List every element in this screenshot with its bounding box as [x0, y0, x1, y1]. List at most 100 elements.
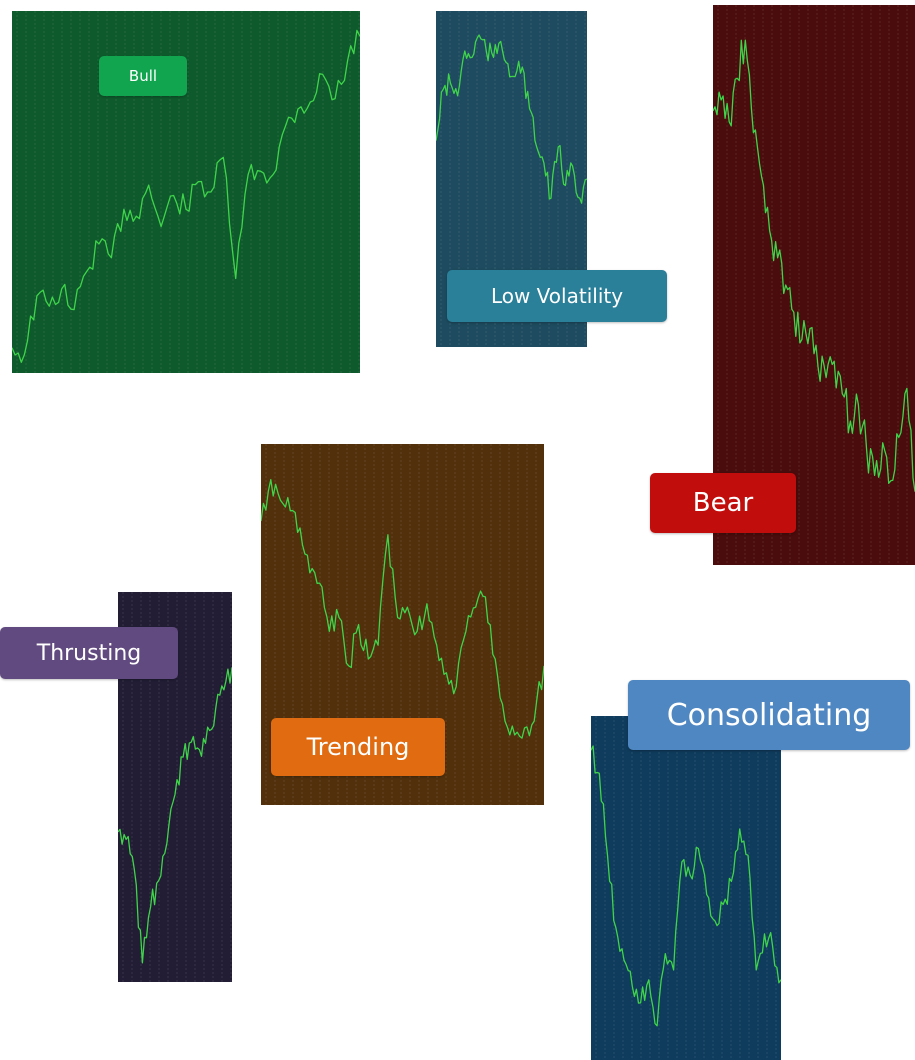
bear-data-point: [849, 420, 851, 422]
thrusting-data-point: [125, 838, 127, 840]
consolidating-data-point: [689, 874, 691, 876]
consolidating-data-point: [681, 861, 683, 863]
thrusting-data-point: [198, 749, 200, 751]
consolidating-data-point: [714, 920, 716, 922]
trending-data-point: [299, 527, 301, 529]
consolidating-data-point: [615, 926, 617, 928]
trending-data-point: [445, 672, 447, 674]
bear-chart: [713, 5, 915, 565]
bull-data-point: [297, 108, 299, 110]
bull-data-point: [160, 226, 162, 228]
trending-data-point: [455, 686, 457, 688]
bear-data-point: [777, 257, 779, 259]
bull-data-point: [210, 191, 212, 193]
consolidating-data-point: [755, 969, 757, 971]
trending-data-point: [533, 720, 535, 722]
bull-data-point: [347, 60, 349, 62]
bull-data-point: [123, 208, 125, 210]
bear-data-point: [736, 77, 738, 79]
low-volatility-data-point: [557, 146, 559, 148]
bear-data-point: [761, 175, 763, 177]
bull-data-point: [322, 73, 324, 75]
low-volatility-data-point: [500, 40, 502, 42]
bear-data-point: [882, 442, 884, 444]
trending-data-point: [358, 624, 360, 626]
trending-data-point: [436, 644, 438, 646]
trending-data-point: [494, 658, 496, 660]
consolidating-data-point: [607, 854, 609, 856]
trending-data-point: [338, 617, 340, 619]
low-volatility-data-point: [478, 34, 480, 36]
low-volatility-data-point: [493, 56, 495, 58]
bull-data-point: [23, 354, 25, 356]
bear-data-point: [728, 121, 730, 123]
bull-data-point: [110, 257, 112, 259]
trending-data-point: [397, 617, 399, 619]
bear-data-point: [720, 99, 722, 101]
low-volatility-data-point: [579, 197, 581, 199]
consolidating-chart: [591, 716, 781, 1060]
trending-data-point: [348, 665, 350, 667]
consolidating-data-point: [739, 828, 741, 830]
bear-data-point: [874, 474, 876, 476]
bear-data-point: [769, 230, 771, 232]
bull-data-point: [260, 170, 262, 172]
low-volatility-data-point: [536, 146, 538, 148]
trending-data-point: [270, 479, 272, 481]
bull-data-point: [309, 101, 311, 103]
bull-data-point: [48, 305, 50, 307]
bull-data-point: [173, 195, 175, 197]
trending-data-point: [475, 606, 477, 608]
consolidating-data-point: [772, 946, 774, 948]
bear-data-point: [841, 393, 843, 395]
thrusting-data-point: [141, 962, 143, 964]
bull-data-point: [61, 288, 63, 290]
consolidating-data-point: [648, 979, 650, 981]
trending-price-line: [261, 478, 544, 739]
bear-data-point: [906, 387, 908, 389]
trending-data-point: [465, 630, 467, 632]
consolidating-data-point: [730, 880, 732, 882]
consolidating-data-point: [631, 985, 633, 987]
consolidating-data-point: [697, 848, 699, 850]
thrusting-price-line: [118, 667, 232, 964]
low-volatility-data-point: [507, 63, 509, 65]
bear-data-point: [817, 366, 819, 368]
bear-data-point: [801, 338, 803, 340]
low-volatility-data-point: [514, 76, 516, 78]
trending-data-point: [406, 606, 408, 608]
trending-data-point: [261, 520, 262, 522]
bull-data-point: [148, 184, 150, 186]
bull-data-point: [98, 243, 100, 245]
trending-data-point: [543, 665, 544, 667]
consolidating-data-point: [664, 953, 666, 955]
bull-data-point: [284, 125, 286, 127]
trending-data-point: [367, 658, 369, 660]
trending-data-point: [484, 596, 486, 598]
consolidating-data-point: [623, 959, 625, 961]
consolidating-gridlines: [595, 716, 777, 1060]
thrusting-data-point: [158, 880, 160, 882]
trending-data-point: [514, 734, 516, 736]
thrusting-data-point: [174, 794, 176, 796]
trending-data-point: [328, 630, 330, 632]
thrusting-data-point: [166, 842, 168, 844]
thrusting-data-point: [223, 689, 225, 691]
bull-data-point: [247, 174, 249, 176]
trending-data-point: [387, 534, 389, 536]
bull-label: Bull: [99, 56, 187, 96]
bear-price-line: [713, 39, 915, 492]
low-volatility-data-point: [471, 56, 473, 58]
trending-data-point: [426, 603, 428, 605]
low-volatility-data-point: [457, 95, 459, 97]
trending-data-point: [504, 720, 506, 722]
low-volatility-price-line: [436, 34, 587, 204]
bull-data-point: [222, 156, 224, 158]
low-volatility-data-point: [521, 66, 523, 68]
thrusting-data-point: [150, 906, 152, 908]
low-volatility-data-point: [529, 108, 531, 110]
bull-data-point: [272, 174, 274, 176]
bull-data-point: [86, 271, 88, 273]
bull-data-point: [185, 208, 187, 210]
bear-data-point: [785, 284, 787, 286]
